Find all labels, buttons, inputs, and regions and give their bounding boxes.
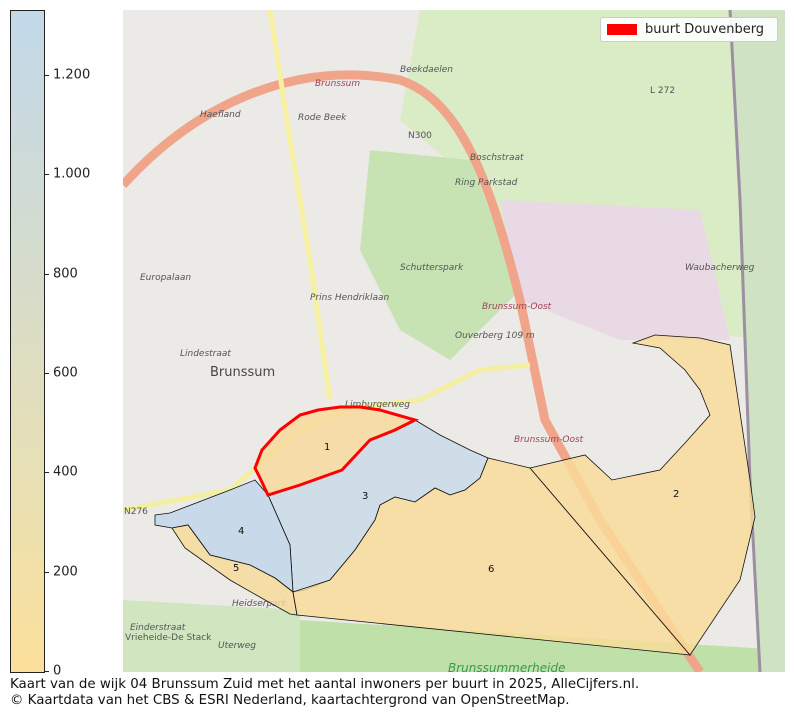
road-label: Limburgerweg [345,400,410,410]
road-label: Prins Hendriklaan [310,293,390,303]
map-svg: Brunssum Schutterspark Brunssum-Oost Bru… [123,10,785,672]
buurt-label: 2 [673,489,679,500]
colorbar-tick [44,273,49,275]
buurt-label: 1 [324,442,330,453]
place-label: Uterweg [218,641,256,651]
buurt-2[interactable] [529,334,756,656]
place-label: Brunssum-Oost [514,435,584,445]
brunssummerheide-area [300,620,785,672]
map[interactable]: Brunssum Schutterspark Brunssum-Oost Bru… [123,10,785,672]
colorbar [10,10,45,673]
colorbar-tick [44,671,49,672]
place-label: Lindestraat [180,349,231,359]
road-label: N300 [408,131,432,141]
road-label: Europalaan [140,273,191,283]
green-area-east [730,10,785,672]
road-label: Ring Parkstad [455,178,518,188]
buurt-label: 4 [238,526,244,537]
map-legend: buurt Douvenberg [600,17,778,42]
place-label: Schutterspark [400,263,464,273]
colorbar-tick [44,373,49,374]
road-label: L 272 [650,86,675,96]
buurt-label: 5 [233,563,239,574]
green-area-sw [123,600,300,672]
colorbar-tick-label: 400 [53,464,78,480]
road-label: Waubacherweg [685,263,755,273]
industrial-area [500,200,730,340]
road-label: Boschstraat [470,153,524,163]
place-label: Brunssum [315,79,360,89]
buurt-label: 3 [362,491,368,502]
colorbar-tick [44,75,49,76]
legend-label: buurt Douvenberg [645,22,765,37]
ring-parkstad-road [123,70,704,672]
place-label: Brunssum-Oost [482,302,552,312]
border-line [728,10,762,672]
place-label: Heidserpark [232,599,287,609]
colorbar-tick-label: 1.000 [53,166,91,182]
colorbar-tick-label: 800 [53,266,78,282]
road-label: N276 [124,507,148,517]
caption-line-2: © Kaartdata van het CBS & ESRI Nederland… [10,693,570,708]
prins-hendriklaan-road [267,10,333,401]
legend-swatch [607,24,637,35]
colorbar-tick [44,571,49,573]
colorbar-tick-label: 200 [53,564,78,580]
place-label: Ouverberg 109 m [455,331,535,341]
place-label: Brunssum [210,365,275,380]
place-label: Rode Beek [298,113,347,123]
schutterspark-area [360,150,520,360]
place-label: Beekdaelen [400,65,453,75]
road-label: Haefland [200,110,241,120]
colorbar-tick-label: 600 [53,365,78,381]
buurt-label: 6 [488,564,494,575]
place-label: Einderstraat [130,623,186,633]
buurt-1-douvenberg[interactable] [253,405,420,497]
caption-line-1: Kaart van de wijk 04 Brunssum Zuid met h… [10,677,640,692]
colorbar-tick [44,472,49,474]
colorbar-tick-label: 0 [53,663,62,679]
place-label: Vrieheide-De Stack [125,633,212,643]
colorbar-tick-label: 1.200 [53,67,91,83]
caption: Kaart van de wijk 04 Brunssum Zuid met h… [10,677,639,709]
place-label: Brunssummerheide [448,661,566,672]
colorbar-tick [44,174,49,176]
